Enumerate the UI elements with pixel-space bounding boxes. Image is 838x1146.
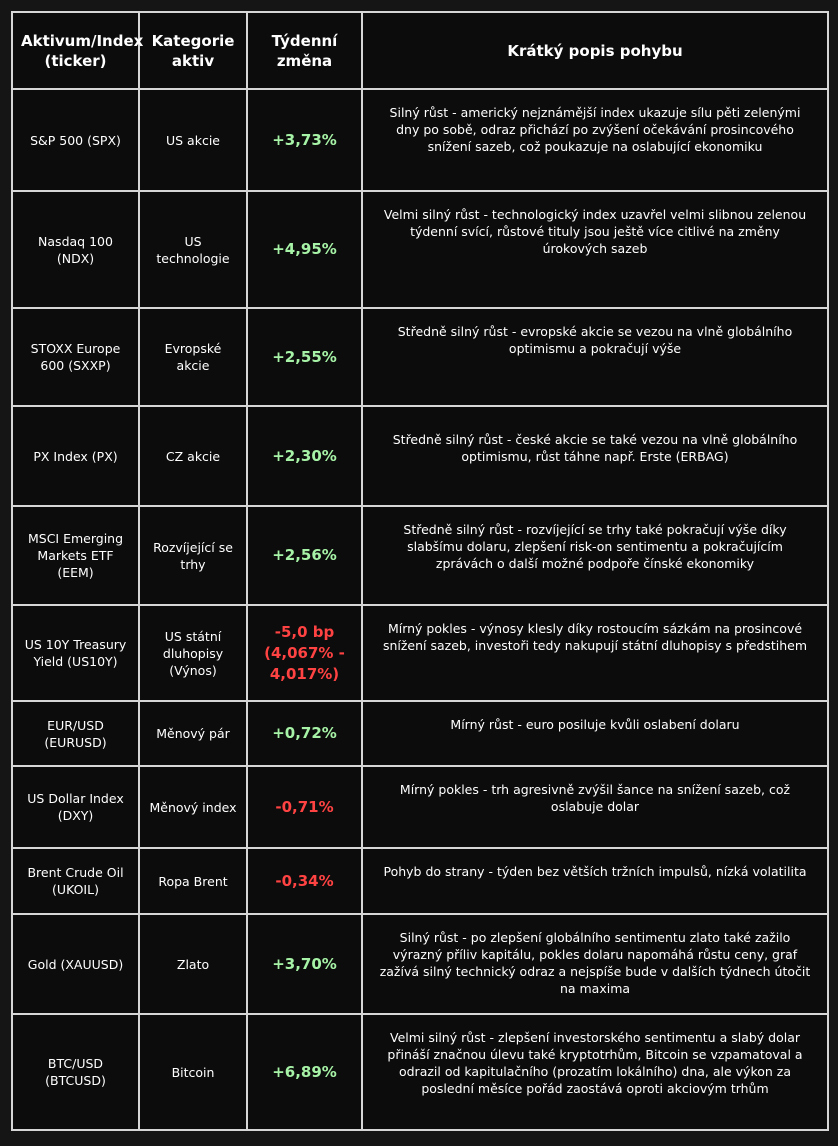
market-weekly-table: Aktivum/Index (ticker) Kategorie aktiv T… [11,11,829,1131]
category-cell: US státní dluhopisy (Výnos) [138,604,248,702]
table-row: MSCI Emerging Markets ETF (EEM) Rozvíjej… [11,505,829,606]
category-cell: US akcie [138,88,248,192]
table-row: Nasdaq 100 (NDX) US technologie +4,95% V… [11,190,829,309]
description-cell: Středně silný růst - české akcie se také… [361,405,829,507]
category-cell: Ropa Brent [138,847,248,915]
asset-cell: STOXX Europe 600 (SXXP) [11,307,140,407]
header-change: Týdenní změna [246,11,363,90]
table-row: US Dollar Index (DXY) Měnový index -0,71… [11,765,829,849]
description-cell: Středně silný růst - evropské akcie se v… [361,307,829,407]
table-row: Brent Crude Oil (UKOIL) Ropa Brent -0,34… [11,847,829,915]
header-description: Krátký popis pohybu [361,11,829,90]
category-cell: Zlato [138,913,248,1015]
change-cell: +2,55% [246,307,363,407]
asset-cell: PX Index (PX) [11,405,140,507]
description-cell: Velmi silný růst - technologický index u… [361,190,829,309]
asset-cell: Gold (XAUUSD) [11,913,140,1015]
table-row: STOXX Europe 600 (SXXP) Evropské akcie +… [11,307,829,407]
asset-cell: MSCI Emerging Markets ETF (EEM) [11,505,140,606]
category-cell: US technologie [138,190,248,309]
table-row: Gold (XAUUSD) Zlato +3,70% Silný růst - … [11,913,829,1015]
category-cell: Evropské akcie [138,307,248,407]
change-cell: +4,95% [246,190,363,309]
table-row: EUR/USD (EURUSD) Měnový pár +0,72% Mírný… [11,700,829,767]
description-cell: Mírný růst - euro posiluje kvůli oslaben… [361,700,829,767]
table-row: S&P 500 (SPX) US akcie +3,73% Silný růst… [11,88,829,192]
description-cell: Mírný pokles - trh agresivně zvýšil šanc… [361,765,829,849]
header-row: Aktivum/Index (ticker) Kategorie aktiv T… [11,11,829,90]
header-asset: Aktivum/Index (ticker) [11,11,143,90]
asset-cell: Nasdaq 100 (NDX) [11,190,140,309]
category-cell: CZ akcie [138,405,248,507]
category-cell: Rozvíjející se trhy [138,505,248,606]
change-cell: -5,0 bp (4,067% - 4,017%) [246,604,363,702]
asset-cell: S&P 500 (SPX) [11,88,140,192]
table-row: US 10Y Treasury Yield (US10Y) US státní … [11,604,829,702]
description-cell: Pohyb do strany - týden bez větších tržn… [361,847,829,915]
asset-cell: US Dollar Index (DXY) [11,765,140,849]
asset-cell: BTC/USD (BTCUSD) [11,1013,140,1131]
table-row: BTC/USD (BTCUSD) Bitcoin +6,89% Velmi si… [11,1013,829,1131]
description-cell: Silný růst - americký nejznámější index … [361,88,829,192]
category-cell: Měnový pár [138,700,248,767]
change-cell: +0,72% [246,700,363,767]
category-cell: Bitcoin [138,1013,248,1131]
asset-cell: Brent Crude Oil (UKOIL) [11,847,140,915]
change-cell: +2,30% [246,405,363,507]
change-cell: -0,34% [246,847,363,915]
description-cell: Silný růst - po zlepšení globálního sent… [361,913,829,1015]
category-cell: Měnový index [138,765,248,849]
description-cell: Velmi silný růst - zlepšení investorskéh… [361,1013,829,1131]
change-cell: +6,89% [246,1013,363,1131]
table-row: PX Index (PX) CZ akcie +2,30% Středně si… [11,405,829,507]
header-category: Kategorie aktiv [138,11,248,90]
asset-cell: US 10Y Treasury Yield (US10Y) [11,604,140,702]
description-cell: Mírný pokles - výnosy klesly díky rostou… [361,604,829,702]
description-cell: Středně silný růst - rozvíjející se trhy… [361,505,829,606]
change-cell: +3,73% [246,88,363,192]
asset-cell: EUR/USD (EURUSD) [11,700,140,767]
change-cell: +2,56% [246,505,363,606]
change-cell: -0,71% [246,765,363,849]
change-cell: +3,70% [246,913,363,1015]
